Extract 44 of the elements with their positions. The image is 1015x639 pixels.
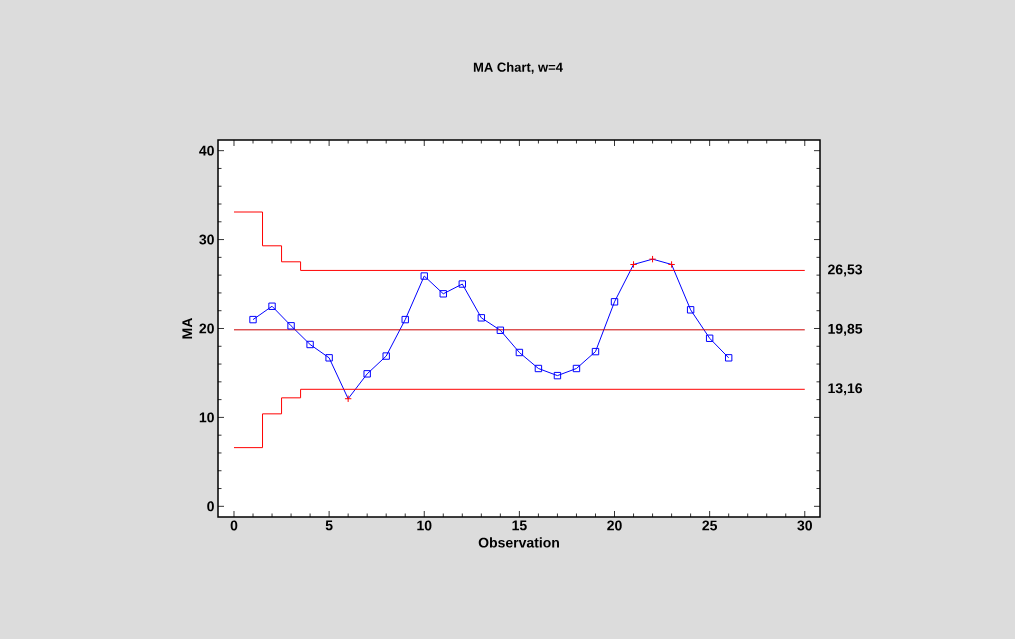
point [667,260,676,269]
point [382,352,390,360]
point [591,347,600,356]
point [629,260,638,269]
point [705,334,714,342]
x-tick-label: 20 [607,520,622,531]
point [249,315,257,324]
point [458,280,466,288]
y-tick-label: 10 [199,412,214,423]
point [344,395,352,403]
x-tick-label: 25 [702,520,718,531]
text: 13,16 [828,383,863,396]
point [363,370,371,378]
x-tick-label: 15 [512,520,527,531]
point [572,364,581,373]
point [306,340,314,349]
point [325,354,333,362]
point [287,322,295,330]
x-tick-label: 5 [325,520,333,531]
point [724,354,733,362]
point [268,302,276,310]
point [648,255,657,263]
point [515,348,524,357]
point [420,272,428,280]
x-axis-title: Observation [478,537,559,548]
text: 26,53 [828,264,863,277]
text: 19,85 [828,323,863,336]
y-tick-label: 20 [199,323,214,334]
y-tick-label: 40 [199,145,214,156]
point [553,371,562,380]
x-tick-label: 0 [230,520,238,531]
point [686,306,695,314]
y-tick-label: 30 [199,234,214,245]
point [401,315,409,324]
point [534,364,543,373]
point [610,298,619,306]
point [439,290,447,298]
x-tick-label: 10 [417,520,432,531]
point [477,314,486,322]
y-axis-title: MA [182,317,193,339]
chart-title: MA Chart, w=4 [473,62,563,74]
point [496,326,505,334]
x-tick-label: 30 [797,520,812,531]
y-tick-label: 0 [207,501,214,512]
